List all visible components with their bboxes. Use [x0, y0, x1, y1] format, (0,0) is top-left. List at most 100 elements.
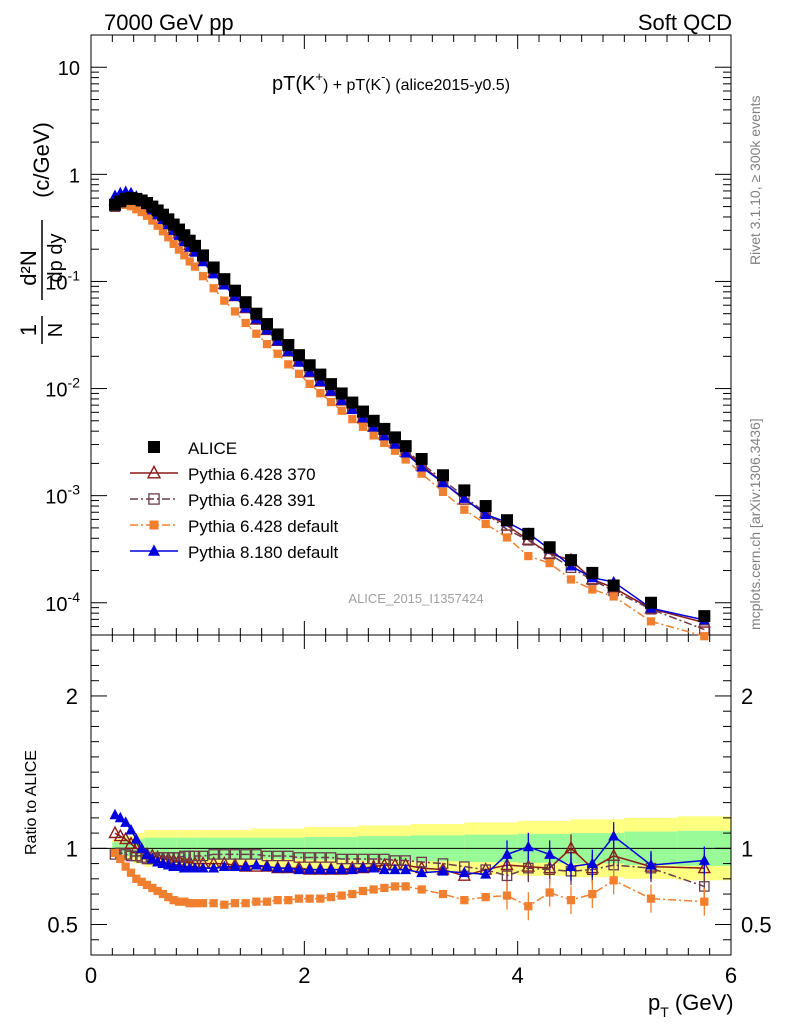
marker-square-open: [120, 849, 131, 860]
marker-square: [458, 484, 471, 497]
marker-square-open: [219, 849, 230, 860]
y-title-numerator-2: d²N: [16, 250, 41, 285]
marker-square: [148, 883, 157, 893]
marker-triangle: [293, 356, 305, 367]
marker-square: [325, 378, 337, 391]
header-right: Soft QCD: [638, 10, 732, 35]
marker-square: [305, 379, 314, 389]
marker-square: [273, 896, 282, 905]
marker-square-open: [179, 850, 190, 862]
marker-square: [142, 880, 152, 890]
marker-triangle: [458, 866, 470, 878]
marker-triangle-open: [113, 828, 127, 842]
marker-square-open: [189, 850, 201, 862]
series-line: [114, 203, 705, 637]
marker-square: [380, 883, 389, 893]
marker-square: [271, 328, 284, 341]
series-ratio-p8def: [109, 808, 710, 881]
marker-square: [252, 897, 261, 906]
marker-triangle: [314, 863, 326, 875]
marker-square: [389, 431, 401, 444]
y-axis-unit: (c/GeV): [29, 122, 54, 198]
marker-square: [337, 406, 346, 415]
marker-triangle: [261, 860, 273, 872]
marker-triangle: [197, 862, 209, 873]
series-top-alice: [109, 192, 711, 623]
marker-square: [399, 440, 412, 453]
marker-square: [262, 897, 272, 906]
y-title-denominator-1: N: [45, 323, 67, 337]
y-tick-label: 10-1: [45, 267, 80, 294]
marker-triangle: [304, 366, 316, 377]
marker-triangle: [136, 842, 148, 853]
marker-square: [700, 632, 709, 641]
marker-square: [174, 897, 184, 906]
marker-square: [180, 251, 189, 260]
marker-triangle: [208, 862, 220, 873]
marker-square: [220, 900, 229, 909]
marker-square: [337, 891, 346, 900]
marker-square: [609, 592, 618, 601]
marker-square: [116, 854, 125, 864]
marker-square: [481, 519, 490, 529]
y-axis-ticks-top: [91, 34, 731, 636]
marker-square: [358, 422, 368, 431]
marker-square: [700, 897, 709, 906]
marker-square: [153, 886, 162, 896]
x-tick-label: 6: [725, 963, 737, 988]
marker-triangle: [250, 859, 262, 870]
marker-square: [121, 862, 130, 871]
marker-square-open: [283, 850, 294, 862]
marker-square: [607, 579, 620, 592]
y-tick-label: 10-2: [45, 375, 80, 402]
marker-square: [502, 891, 512, 900]
marker-square: [645, 596, 657, 609]
marker-square: [588, 889, 597, 899]
marker-square: [367, 414, 380, 427]
y-tick-label: 1: [69, 165, 80, 187]
y-axis-ticks-ratio: [91, 634, 731, 956]
marker-square: [169, 239, 178, 248]
marker-square-open: [325, 852, 337, 863]
y-title-denominator-2: dp dy: [45, 234, 67, 283]
marker-square-open: [523, 862, 534, 874]
ratio-y-tick-label-right: 1: [741, 836, 753, 861]
y-title-numerator-1: 1: [16, 324, 41, 336]
marker-square: [545, 559, 554, 568]
marker-square: [198, 272, 208, 281]
marker-square: [190, 262, 200, 271]
marker-triangle: [336, 863, 348, 875]
ratio-y-tick-label-right: 2: [741, 684, 753, 709]
marker-triangle: [645, 859, 657, 870]
watermark: ALICE_2015_I1357424: [348, 591, 483, 606]
marker-triangle: [272, 862, 284, 873]
marker-square: [209, 284, 218, 293]
marker-square: [390, 446, 400, 455]
marker-square: [158, 227, 168, 236]
marker-square: [380, 438, 389, 448]
marker-triangle: [368, 862, 380, 873]
series-ratio-p6def: [110, 848, 709, 921]
marker-square: [357, 405, 369, 418]
marker-square: [250, 307, 263, 320]
marker-square: [401, 882, 410, 891]
rivet-label: Rivet 3.1.10, ≥ 300k events: [747, 95, 763, 265]
marker-square-open: [125, 850, 137, 862]
header-left: 7000 GeV pp: [104, 10, 234, 35]
marker-square-open: [148, 493, 160, 505]
marker-square: [305, 894, 314, 903]
marker-square: [479, 500, 492, 513]
x-tick-label: 2: [298, 963, 310, 988]
marker-square: [132, 874, 141, 883]
marker-square: [565, 554, 577, 567]
legend-label: Pythia 8.180 default: [188, 543, 339, 562]
marker-triangle: [437, 476, 449, 488]
marker-square: [241, 318, 250, 328]
marker-square: [149, 520, 159, 530]
y-tick-label: 10-3: [45, 482, 80, 509]
marker-square: [335, 387, 348, 400]
x-tick-label: 0: [85, 963, 97, 988]
